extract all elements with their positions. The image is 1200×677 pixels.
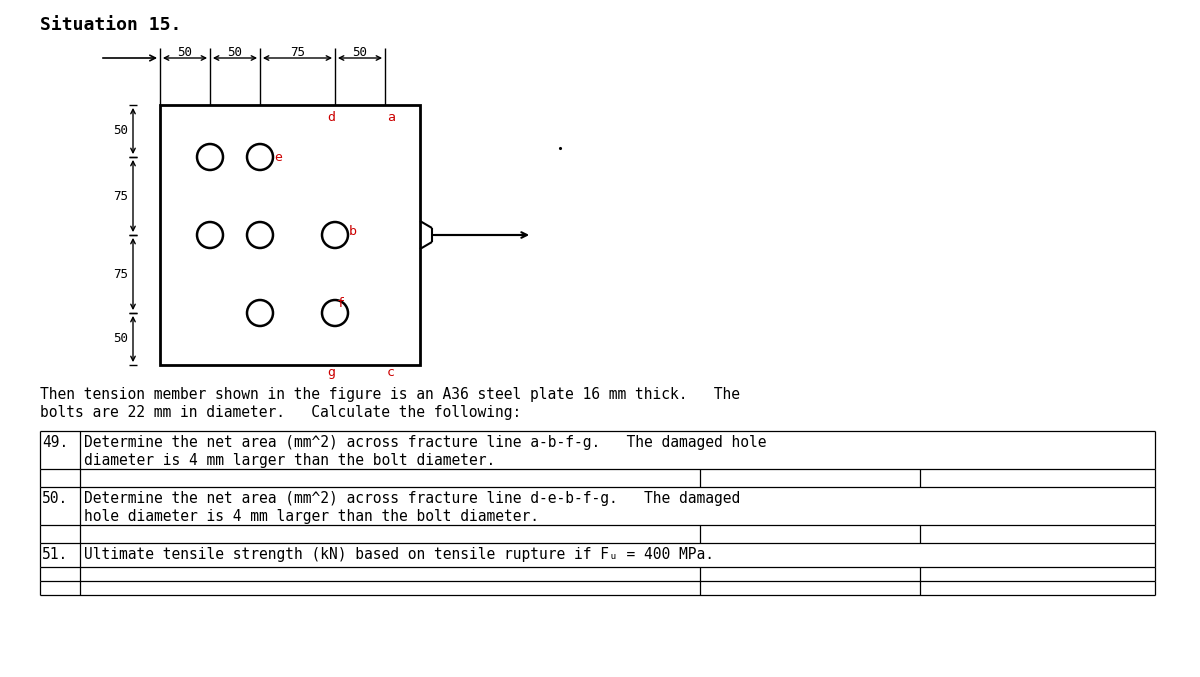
Text: 50: 50 [113, 332, 128, 345]
Text: b: b [349, 225, 358, 238]
Text: 75: 75 [290, 46, 305, 59]
Text: diameter is 4 mm larger than the bolt diameter.: diameter is 4 mm larger than the bolt di… [84, 453, 496, 468]
Text: Situation 15.: Situation 15. [40, 16, 181, 34]
Text: Ultimate tensile strength (kN) based on tensile rupture if Fᵤ = 400 MPa.: Ultimate tensile strength (kN) based on … [84, 547, 714, 562]
Text: 75: 75 [113, 267, 128, 280]
Text: 51.: 51. [42, 547, 68, 562]
Text: c: c [386, 366, 395, 379]
Text: a: a [386, 111, 395, 124]
Text: 50: 50 [113, 125, 128, 137]
Text: d: d [326, 111, 335, 124]
Bar [160, 105, 420, 365]
Text: f: f [337, 297, 346, 310]
Text: 50.: 50. [42, 491, 68, 506]
Text: e: e [274, 151, 282, 164]
Text: Determine the net area (mm^2) across fracture line a-b-f-g.   The damaged hole: Determine the net area (mm^2) across fra… [84, 435, 767, 450]
Text: hole diameter is 4 mm larger than the bolt diameter.: hole diameter is 4 mm larger than the bo… [84, 509, 539, 524]
Text: 50: 50 [178, 46, 192, 59]
Text: g: g [326, 366, 335, 379]
Text: Determine the net area (mm^2) across fracture line d-e-b-f-g.   The damaged: Determine the net area (mm^2) across fra… [84, 491, 740, 506]
Text: bolts are 22 mm in diameter.   Calculate the following:: bolts are 22 mm in diameter. Calculate t… [40, 405, 521, 420]
Text: Then tension member shown in the figure is an A36 steel plate 16 mm thick.   The: Then tension member shown in the figure … [40, 387, 740, 402]
Text: 75: 75 [113, 190, 128, 202]
Text: 49.: 49. [42, 435, 68, 450]
Text: 50: 50 [228, 46, 242, 59]
Text: 50: 50 [353, 46, 367, 59]
